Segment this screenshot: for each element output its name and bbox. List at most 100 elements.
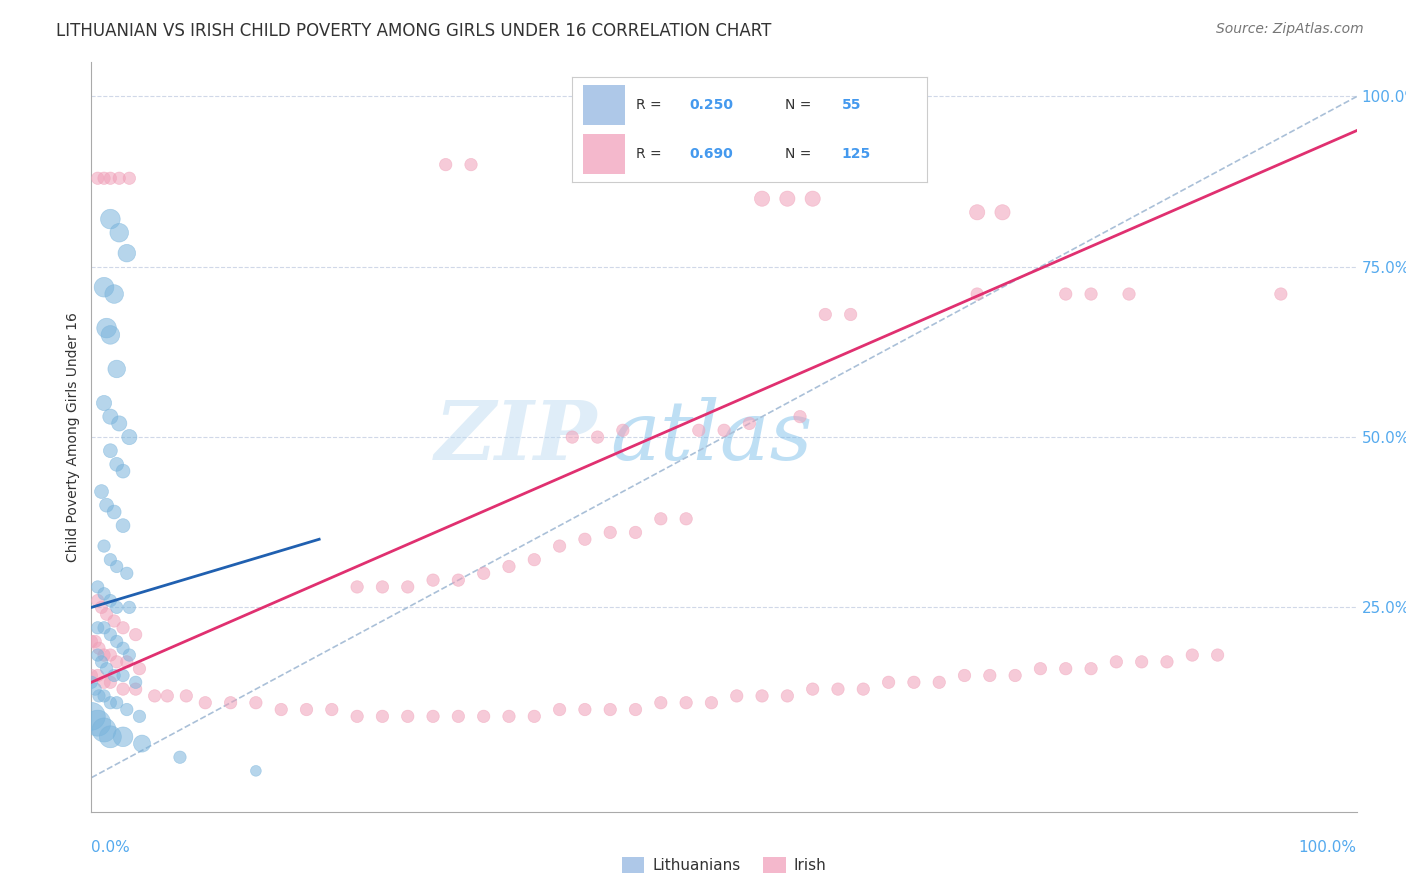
Point <box>108 226 131 240</box>
Point <box>789 409 811 424</box>
Point <box>108 417 131 431</box>
Point <box>877 675 900 690</box>
Point <box>87 668 110 682</box>
Point <box>751 192 773 206</box>
Point <box>128 662 150 676</box>
Point <box>93 539 115 553</box>
Point <box>105 655 128 669</box>
Point <box>169 750 191 764</box>
Point <box>87 641 110 656</box>
Point <box>105 600 128 615</box>
Point <box>87 593 110 607</box>
Point <box>96 498 118 512</box>
Point <box>115 702 138 716</box>
Point <box>87 716 110 731</box>
Point <box>124 682 148 697</box>
Point <box>103 505 125 519</box>
Point <box>98 409 121 424</box>
Point <box>472 566 495 581</box>
Point <box>98 443 121 458</box>
Point <box>447 709 470 723</box>
Point <box>111 668 135 682</box>
Point <box>966 205 988 219</box>
Point <box>624 702 647 716</box>
Point <box>93 648 115 662</box>
Point <box>96 321 118 335</box>
Point <box>688 423 710 437</box>
Point <box>472 709 495 723</box>
Point <box>98 696 121 710</box>
Point <box>111 518 135 533</box>
Point <box>118 171 141 186</box>
Point <box>1105 655 1128 669</box>
Point <box>93 689 115 703</box>
Point <box>548 539 571 553</box>
Point <box>93 587 115 601</box>
Point <box>1206 648 1229 662</box>
Point <box>612 423 634 437</box>
Point <box>953 668 976 682</box>
Point <box>93 723 115 737</box>
Point <box>84 682 107 697</box>
Point <box>105 458 128 472</box>
Point <box>713 423 735 437</box>
Point <box>93 621 115 635</box>
Point <box>80 709 103 723</box>
Point <box>111 464 135 478</box>
Point <box>93 280 115 294</box>
Point <box>270 702 292 716</box>
Point <box>801 192 824 206</box>
Point <box>93 675 115 690</box>
Point <box>447 573 470 587</box>
Point <box>346 709 368 723</box>
Point <box>105 634 128 648</box>
Point <box>422 573 444 587</box>
Point <box>98 648 121 662</box>
Point <box>738 417 761 431</box>
Point <box>105 696 128 710</box>
Point <box>852 682 875 697</box>
Point <box>1270 287 1292 301</box>
Point <box>991 205 1014 219</box>
Text: atlas: atlas <box>610 397 813 477</box>
Point <box>599 525 621 540</box>
Point <box>115 246 138 260</box>
Point <box>523 709 546 723</box>
Point <box>460 158 482 172</box>
Point <box>561 430 583 444</box>
Point <box>80 668 103 682</box>
Point <box>143 689 166 703</box>
Point <box>98 593 121 607</box>
Point <box>115 566 138 581</box>
Point <box>498 559 520 574</box>
Point <box>108 171 131 186</box>
Point <box>979 668 1001 682</box>
Point <box>523 552 546 566</box>
Point <box>1054 287 1077 301</box>
Point <box>219 696 242 710</box>
Point <box>574 533 596 547</box>
Point <box>87 171 110 186</box>
Point <box>700 696 723 710</box>
Point <box>93 396 115 410</box>
Point <box>725 689 748 703</box>
Point <box>245 764 267 778</box>
Point <box>371 580 394 594</box>
Point <box>903 675 925 690</box>
Point <box>966 287 988 301</box>
Point <box>90 600 112 615</box>
Point <box>1130 655 1153 669</box>
Legend: Lithuanians, Irish: Lithuanians, Irish <box>616 851 832 879</box>
Point <box>103 668 125 682</box>
Point <box>98 627 121 641</box>
Point <box>118 600 141 615</box>
Text: LITHUANIAN VS IRISH CHILD POVERTY AMONG GIRLS UNDER 16 CORRELATION CHART: LITHUANIAN VS IRISH CHILD POVERTY AMONG … <box>56 22 772 40</box>
Point <box>118 648 141 662</box>
Point <box>194 696 217 710</box>
Point <box>93 171 115 186</box>
Point <box>96 607 118 622</box>
Point <box>839 308 862 322</box>
Point <box>1004 668 1026 682</box>
Text: Source: ZipAtlas.com: Source: ZipAtlas.com <box>1216 22 1364 37</box>
Point <box>115 655 138 669</box>
